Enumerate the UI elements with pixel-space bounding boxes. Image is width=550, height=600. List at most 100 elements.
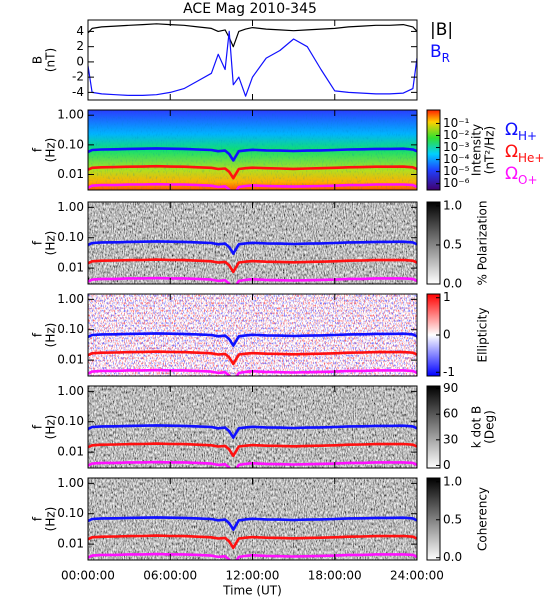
y-axis-label: f [31,240,45,245]
x-tick-label: 00:00:00 [61,569,115,583]
data-line [88,164,417,180]
colorbar-tick-label: 30 [443,432,458,446]
y-tick-label: 1.00 [57,384,84,398]
data-line [88,424,417,439]
y-axis-unit: (Hz) [44,323,58,348]
colorbar-tick-label: 1.0 [443,474,462,488]
legend-symbol: Ω [505,164,518,184]
colorbar-tick-label: 10⁻³ [443,140,470,154]
x-tick-label: 18:00:00 [308,569,362,583]
data-line [88,442,417,458]
colorbar-tick-label: 1.0 [443,198,462,212]
data-line [88,240,417,255]
colorbar [426,201,441,285]
data-line [88,350,417,366]
data-line [88,147,417,162]
plot-frame [87,19,418,101]
y-axis-label: B [31,56,45,64]
colorbar-tick-label: 10⁻² [443,128,470,142]
data-line [88,534,417,550]
legend-name: B [430,42,442,62]
colorbar-label: Coherency [476,487,490,551]
y-axis-label: f [31,516,45,521]
y-axis-unit: (nT) [44,48,58,72]
y-axis-unit: (Hz) [44,415,58,440]
legend-subscript: O+ [518,173,538,187]
data-line [88,182,417,190]
y-tick-label: 0.01 [57,261,84,275]
legend-subscript: H+ [518,129,537,143]
colorbar-unit: (Deg) [483,410,497,444]
colorbar-tick-label: 0.0 [443,550,462,564]
y-tick-label: 4 [76,24,84,38]
colorbar-label: Ellipticity [476,308,490,363]
legend-entry: |B| [430,20,453,40]
x-tick-label: 06:00:00 [143,569,197,583]
y-tick-label: 1.00 [57,476,84,490]
colorbar-tick-label: 1 [443,290,451,304]
y-tick-label: 0.10 [57,322,84,336]
colorbar [426,385,441,469]
y-axis-unit: (Hz) [44,138,58,163]
y-tick-label: 0.10 [57,137,84,151]
legend-symbol: Ω [505,142,518,162]
colorbar-tick-label: 90 [443,381,458,395]
y-tick-label: 1.00 [57,108,84,122]
data-line [88,30,417,97]
colorbar-unit: (nT²/Hz) [483,126,497,174]
y-axis-label: f [31,332,45,337]
y-tick-label: 1.00 [57,200,84,214]
data-line [88,332,417,347]
y-tick-label: 0.01 [57,353,84,367]
y-tick-label: 0.01 [57,167,84,181]
colorbar-tick-label: 0.0 [443,277,462,291]
colorbar-label: k dot B [470,406,484,448]
title: ACE Mag 2010-345 [183,1,317,17]
y-axis-label: f [31,424,45,429]
y-axis-unit: (Hz) [44,507,58,532]
legend-subscript: R [442,51,450,65]
colorbar [426,477,441,561]
y-tick-label: 0.10 [57,506,84,520]
data-line [88,552,417,560]
data-line [88,516,417,531]
y-tick-label: 0.10 [57,230,84,244]
x-tick-label: 12:00:00 [226,569,280,583]
colorbar-tick-label: 0.5 [443,512,462,526]
y-axis-unit: (Hz) [44,231,58,256]
colorbar-tick-label: 0 [443,328,451,342]
colorbar-tick-label: 60 [443,407,458,421]
data-line [88,460,417,468]
legend-name: |B| [430,20,453,40]
colorbar-tick-label: 10⁻⁵ [443,164,470,178]
y-tick-label: 1.00 [57,292,84,306]
data-line [88,368,417,376]
legend-entry: ΩO+ [505,164,538,187]
data-line [88,276,417,284]
y-tick-label: 0.01 [57,537,84,551]
y-tick-label: 0 [76,54,84,68]
y-tick-label: 0.01 [57,445,84,459]
legend-entry: ΩH+ [505,120,537,143]
y-tick-label: 2 [76,39,84,53]
y-tick-label: -2 [72,70,84,84]
colorbar-tick-label: 0.5 [443,237,462,251]
legend-symbol: Ω [505,120,518,140]
colorbar-tick-label: 10⁻⁶ [443,176,470,190]
x-axis-label: Time (UT) [222,584,282,598]
legend-entry: ΩHe+ [505,142,544,165]
data-line [88,23,417,48]
legend-entry: BR [430,42,450,65]
y-tick-label: -4 [72,85,84,99]
data-line [88,258,417,274]
colorbar-label: % Polarization [476,201,490,286]
legend-subscript: He+ [518,151,544,165]
y-tick-label: 0.10 [57,414,84,428]
colorbar-tick-label: 10⁻¹ [443,116,470,130]
y-axis-label: f [31,147,45,152]
colorbar-tick-label: 0 [443,458,451,472]
colorbar-label: Intensity [470,124,484,176]
x-tick-label: 24:00:00 [390,569,444,583]
colorbar-tick-label: -1 [443,365,455,379]
